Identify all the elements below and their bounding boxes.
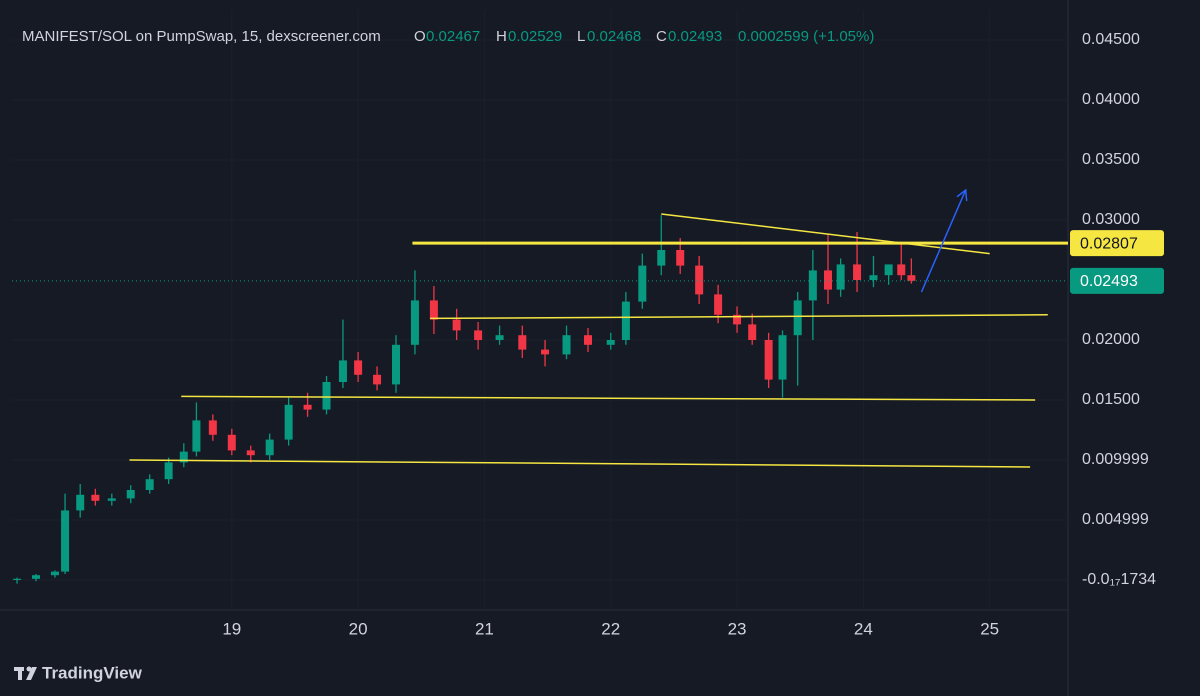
x-tick-label: 22 bbox=[601, 619, 620, 638]
candle-body bbox=[808, 270, 817, 301]
candle-body bbox=[179, 451, 188, 463]
candle-body bbox=[429, 300, 438, 320]
candle-body bbox=[562, 335, 571, 355]
y-tick-label: 0.03000 bbox=[1082, 211, 1140, 228]
candle-body bbox=[714, 294, 723, 315]
candle-body bbox=[265, 439, 274, 456]
candle-body bbox=[884, 264, 893, 276]
candle-body bbox=[208, 420, 217, 435]
candle-body bbox=[452, 319, 461, 331]
ohlc-key: C bbox=[656, 28, 667, 45]
y-tick-label: 0.04000 bbox=[1082, 91, 1140, 108]
candle-body bbox=[907, 275, 916, 281]
price-label-box bbox=[1070, 230, 1164, 257]
y-tick-label: 0.009999 bbox=[1082, 451, 1149, 468]
candle-body bbox=[303, 404, 312, 410]
candle-body bbox=[13, 578, 22, 580]
x-tick-label: 21 bbox=[475, 619, 494, 638]
price-label-box bbox=[1070, 267, 1164, 294]
drawn-line bbox=[181, 395, 1036, 401]
arrow-head bbox=[956, 188, 968, 202]
candle-body bbox=[322, 382, 331, 410]
drawn-line bbox=[430, 314, 1048, 320]
candle-body bbox=[621, 301, 630, 340]
candle-body bbox=[541, 349, 550, 355]
candle-body bbox=[733, 314, 742, 325]
candle-body bbox=[584, 335, 592, 345]
arrow-line bbox=[920, 189, 967, 293]
candle-body bbox=[107, 498, 116, 501]
x-tick-label: 23 bbox=[728, 619, 747, 638]
candle-body bbox=[410, 300, 419, 345]
candle-body bbox=[91, 494, 100, 501]
ohlc-key: O bbox=[414, 28, 426, 45]
plot bbox=[12, 188, 1068, 584]
ohlc-value: 0.02529 bbox=[508, 28, 562, 45]
y-tick-label: 0.02000 bbox=[1082, 331, 1140, 348]
y-tick-label: -0.0₁₇1734 bbox=[1082, 571, 1156, 588]
candle-body bbox=[897, 264, 906, 276]
ohlc-value: 0.02493 bbox=[668, 28, 722, 45]
candle-body bbox=[495, 335, 504, 340]
candle-body bbox=[227, 434, 236, 451]
candle-body bbox=[373, 374, 382, 385]
candle-body bbox=[764, 340, 773, 380]
candle-body bbox=[836, 264, 845, 290]
chart-title: MANIFEST/SOL on PumpSwap, 15, dexscreene… bbox=[22, 28, 381, 45]
y-tick-label: 0.004999 bbox=[1082, 511, 1149, 528]
candle-body bbox=[338, 360, 347, 382]
x-tick-label: 25 bbox=[980, 619, 999, 638]
candle-body bbox=[126, 490, 135, 499]
y-tick-label: 0.03500 bbox=[1082, 151, 1140, 168]
candle-body bbox=[284, 404, 293, 440]
ohlc-value: 0.02468 bbox=[587, 28, 641, 45]
x-tick-label: 24 bbox=[854, 619, 873, 638]
candle-body bbox=[76, 494, 85, 511]
candle-body bbox=[61, 510, 70, 572]
candle-body bbox=[246, 450, 255, 456]
ohlc-key: H bbox=[496, 28, 507, 45]
candle-body bbox=[824, 270, 832, 290]
candle-body bbox=[793, 300, 802, 336]
candle-body bbox=[638, 265, 647, 302]
candle-body bbox=[695, 265, 704, 295]
candle-body bbox=[50, 571, 59, 576]
candle-body bbox=[657, 250, 666, 266]
drawn-line bbox=[661, 213, 990, 255]
candle-body bbox=[853, 264, 862, 280]
price-label: 0.02807 bbox=[1080, 235, 1138, 252]
y-tick-label: 0.01500 bbox=[1082, 391, 1140, 408]
candle-body bbox=[354, 360, 363, 375]
candle-body bbox=[192, 420, 201, 452]
drawn-line bbox=[129, 459, 1031, 468]
y-tick-label: 0.04500 bbox=[1082, 31, 1140, 48]
candle-body bbox=[164, 462, 173, 480]
grid bbox=[12, 10, 1068, 610]
candle-body bbox=[778, 335, 787, 380]
candle-body bbox=[32, 575, 40, 579]
candle-body bbox=[145, 479, 154, 490]
candle-body bbox=[606, 340, 615, 345]
ohlc-change: 0.0002599 (+1.05%) bbox=[738, 28, 874, 45]
x-tick-label: 19 bbox=[222, 619, 241, 638]
x-tick-label: 20 bbox=[349, 619, 368, 638]
candle-body bbox=[676, 250, 685, 266]
ohlc-value: 0.02467 bbox=[426, 28, 480, 45]
candle-body bbox=[748, 324, 757, 340]
price-label: 0.02493 bbox=[1080, 273, 1138, 290]
labels: 0.04500 0.04000 0.03500 0.03000 0.02000 0.015… bbox=[222, 31, 1164, 638]
candle-body bbox=[474, 330, 483, 340]
ohlc-key: L bbox=[577, 28, 585, 45]
watermark-logo bbox=[14, 666, 37, 680]
candle-body bbox=[392, 344, 400, 385]
watermark: TradingView bbox=[42, 663, 143, 682]
candle-body bbox=[869, 275, 878, 280]
candle-body bbox=[518, 335, 527, 350]
